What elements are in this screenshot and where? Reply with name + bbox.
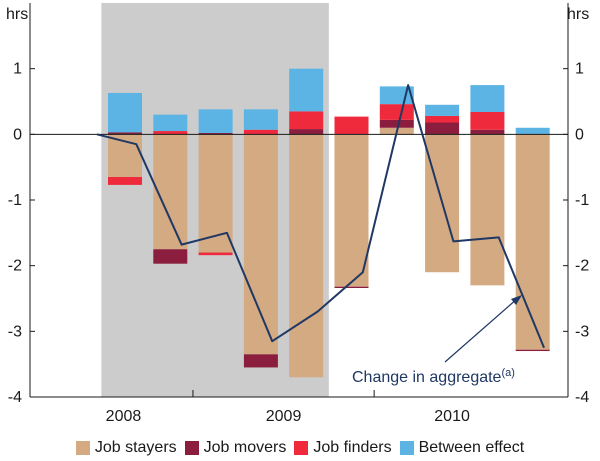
legend-label: Job finders: [313, 439, 392, 456]
legend-item-job-finders: Job finders: [294, 439, 392, 457]
bar-job-movers: [289, 129, 324, 135]
bar-between-effect: [153, 114, 188, 132]
bar-job-movers: [108, 132, 142, 135]
bar-between-effect: [515, 127, 550, 135]
bar-job-movers: [470, 129, 505, 135]
line-layer: [96, 84, 545, 349]
legend: Job stayers Job movers Job finders Between …: [0, 437, 600, 459]
legend-label: Between effect: [418, 439, 525, 456]
y-tick-label-left: -1: [8, 192, 22, 209]
y-tick-label-right: -4: [575, 389, 589, 406]
bar-job-finders: [334, 116, 369, 135]
bar-between-effect: [470, 85, 505, 113]
bar-job-movers: [153, 249, 188, 264]
bar-job-stayers: [153, 134, 188, 250]
bar-job-finders: [108, 177, 142, 185]
x-tick-label: 2010: [434, 408, 470, 425]
annotation-superscript: (a): [501, 367, 514, 379]
y-tick-label-left: -3: [8, 323, 22, 340]
y-tick-label-right: -2: [575, 258, 589, 275]
bar-between-effect: [198, 109, 233, 134]
legend-swatch: [399, 441, 414, 455]
y-tick-label-right: -1: [575, 192, 589, 209]
y-tick-label-left: 1: [13, 61, 22, 78]
annotation-text: Change in aggregate(a): [352, 367, 515, 386]
bar-job-stayers: [334, 134, 369, 287]
legend-label: Job movers: [203, 439, 287, 456]
bar-job-stayers: [243, 134, 278, 355]
legend-swatch: [184, 441, 199, 455]
bar-job-movers: [198, 133, 233, 135]
legend-label: Job stayers: [94, 439, 177, 456]
bar-job-stayers: [515, 134, 550, 350]
y-unit-left: hrs: [6, 6, 28, 23]
bar-job-finders: [425, 115, 460, 123]
legend-item-between-effect: Between effect: [399, 439, 525, 457]
legend-item-job-stayers: Job stayers: [75, 439, 177, 457]
bar-between-effect: [108, 92, 142, 133]
bar-job-finders: [470, 112, 505, 130]
bar-job-movers: [379, 119, 414, 128]
legend-item-job-movers: Job movers: [184, 439, 287, 457]
bar-job-movers: [515, 349, 550, 352]
y-tick-label-left: 0: [13, 126, 22, 143]
ticks-layer: -4 -4 -3 -3 -2 -2 -1 -1 0 0 1 1 2008 2009 2010: [8, 61, 590, 425]
y-tick-label-left: -4: [8, 389, 22, 406]
annotation-label: Change in aggregate: [352, 369, 502, 386]
x-tick-label: 2009: [266, 408, 302, 425]
y-tick-label-right: -3: [575, 323, 589, 340]
bar-job-finders: [379, 104, 414, 120]
legend-swatch: [75, 441, 90, 455]
aggregate-line: [96, 84, 545, 349]
bar-job-finders: [153, 131, 188, 135]
y-tick-label-right: 0: [575, 126, 584, 143]
bar-job-stayers: [470, 134, 505, 286]
annotation: Change in aggregate(a): [352, 295, 522, 386]
annotation-arrow-line: [444, 297, 519, 363]
bar-job-finders: [243, 129, 278, 135]
legend-swatch: [294, 441, 309, 455]
bar-job-movers: [243, 354, 278, 368]
y-unit-right: hrs: [567, 6, 589, 23]
bar-job-movers: [334, 286, 369, 288]
y-tick-label-left: -2: [8, 258, 22, 275]
x-tick-label: 2008: [106, 408, 142, 425]
bar-between-effect: [425, 104, 460, 116]
bar-between-effect: [289, 68, 324, 112]
annotation-arrowhead: [511, 295, 522, 305]
bar-job-movers: [425, 122, 460, 135]
bar-job-finders: [289, 111, 324, 130]
bar-job-stayers: [289, 134, 324, 378]
bar-job-finders: [198, 252, 233, 256]
y-tick-label-right: 1: [575, 61, 584, 78]
bar-between-effect: [243, 109, 278, 130]
